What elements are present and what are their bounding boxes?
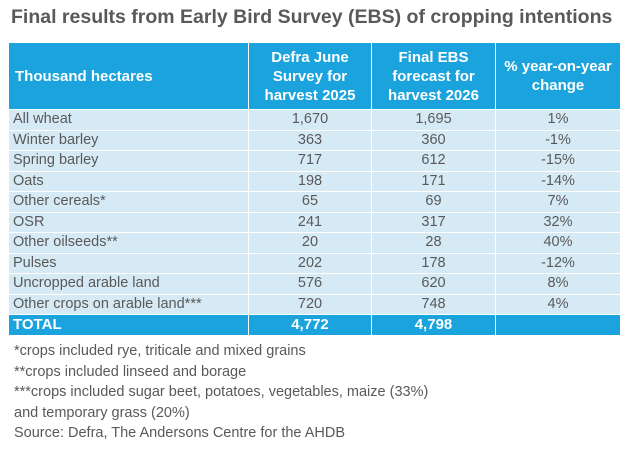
defra-2025-cell: 202 — [248, 252, 372, 274]
change-cell: -1% — [495, 129, 621, 151]
table-row: Oats 198 171 -14% — [8, 170, 621, 192]
change-cell: 1% — [495, 109, 621, 131]
ebs-2026-cell: 69 — [371, 191, 496, 213]
defra-2025-cell: 717 — [248, 150, 372, 172]
change-cell: 32% — [495, 211, 621, 233]
total-row: TOTAL 4,772 4,798 — [8, 314, 621, 336]
crop-cell: Other crops on arable land*** — [8, 293, 249, 315]
table-row: Other crops on arable land*** 720 748 4% — [8, 293, 621, 315]
defra-2025-cell: 363 — [248, 129, 372, 151]
total-defra-2025: 4,772 — [248, 314, 372, 336]
ebs-2026-cell: 317 — [371, 211, 496, 233]
defra-2025-cell: 65 — [248, 191, 372, 213]
header-change-line-2: change — [531, 77, 585, 94]
source-note: Source: Defra, The Andersons Centre for … — [14, 425, 345, 441]
header-ebs-2026: Final EBS forecast for harvest 2026 — [371, 42, 496, 110]
ebs-2026-cell: 1,695 — [371, 109, 496, 131]
change-cell: 7% — [495, 191, 621, 213]
table-row: Uncropped arable land 576 620 8% — [8, 273, 621, 295]
results-table: Thousand hectares Defra June Survey for … — [8, 42, 621, 336]
defra-2025-cell: 1,670 — [248, 109, 372, 131]
ebs-2026-cell: 178 — [371, 252, 496, 274]
footnote-cereals: *crops included rye, triticale and mixed… — [14, 343, 306, 359]
ebs-2026-cell: 620 — [371, 273, 496, 295]
table-row: Other oilseeds** 20 28 40% — [8, 232, 621, 254]
defra-2025-cell: 20 — [248, 232, 372, 254]
change-cell: 4% — [495, 293, 621, 315]
total-change — [495, 314, 621, 336]
header-row: Thousand hectares Defra June Survey for … — [8, 42, 621, 110]
defra-2025-cell: 241 — [248, 211, 372, 233]
change-cell: -12% — [495, 252, 621, 274]
crop-cell: OSR — [8, 211, 249, 233]
table-row: Winter barley 363 360 -1% — [8, 129, 621, 151]
header-ebs-line-1: Final EBS — [398, 48, 469, 66]
header-change-line-1: % year-on-year — [504, 58, 612, 75]
table-row: All wheat 1,670 1,695 1% — [8, 109, 621, 131]
crop-cell: Uncropped arable land — [8, 273, 249, 295]
crop-cell: All wheat — [8, 109, 249, 131]
total-ebs-2026: 4,798 — [371, 314, 496, 336]
footnote-other-crops: ***crops included sugar beet, potatoes, … — [14, 384, 429, 400]
header-defra-line-2: Survey for — [272, 67, 348, 85]
crop-cell: Pulses — [8, 252, 249, 274]
header-defra-line-3: harvest 2025 — [264, 86, 356, 104]
defra-2025-cell: 576 — [248, 273, 372, 295]
ebs-2026-cell: 171 — [371, 170, 496, 192]
table-row: OSR 241 317 32% — [8, 211, 621, 233]
header-defra-2025: Defra June Survey for harvest 2025 — [248, 42, 372, 110]
change-cell: 40% — [495, 232, 621, 254]
change-cell: -14% — [495, 170, 621, 192]
header-change: % year-on-year change — [495, 42, 621, 110]
header-ebs-line-3: harvest 2026 — [388, 86, 479, 104]
page-title: Final results from Early Bird Survey (EB… — [11, 6, 613, 28]
crop-cell: Winter barley — [8, 129, 249, 151]
table-row: Pulses 202 178 -12% — [8, 252, 621, 274]
table-row: Other cereals* 65 69 7% — [8, 191, 621, 213]
header-defra-line-1: Defra June — [271, 48, 349, 66]
header-label: Thousand hectares — [8, 42, 249, 110]
change-cell: -15% — [495, 150, 621, 172]
footnotes: *crops included rye, triticale and mixed… — [14, 341, 428, 444]
ebs-2026-cell: 28 — [371, 232, 496, 254]
crop-cell: Other cereals* — [8, 191, 249, 213]
ebs-2026-cell: 612 — [371, 150, 496, 172]
defra-2025-cell: 198 — [248, 170, 372, 192]
ebs-2026-cell: 360 — [371, 129, 496, 151]
ebs-2026-cell: 748 — [371, 293, 496, 315]
change-cell: 8% — [495, 273, 621, 295]
footnote-oilseeds: **crops included linseed and borage — [14, 363, 247, 380]
crop-cell: Oats — [8, 170, 249, 192]
crop-cell: Other oilseeds** — [8, 232, 249, 254]
header-ebs-line-2: forecast for — [392, 67, 475, 85]
table-row: Spring barley 717 612 -15% — [8, 150, 621, 172]
crop-cell: Spring barley — [8, 150, 249, 172]
total-label: TOTAL — [8, 314, 249, 336]
footnote-other-crops-continued: and temporary grass (20%) — [14, 404, 190, 421]
defra-2025-cell: 720 — [248, 293, 372, 315]
